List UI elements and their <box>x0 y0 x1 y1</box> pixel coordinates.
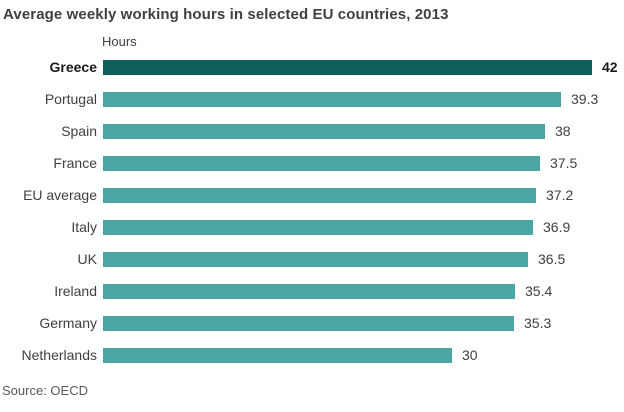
bar <box>103 123 545 139</box>
value-label: 38 <box>555 123 571 139</box>
chart-rows: Greece 42 Portugal 39.3 Spain 38 France … <box>0 51 624 371</box>
chart-title: Average weekly working hours in selected… <box>3 6 449 23</box>
chart-row: Italy 36.9 <box>0 211 624 243</box>
bar <box>103 347 452 363</box>
chart-row: France 37.5 <box>0 147 624 179</box>
chart-row: UK 36.5 <box>0 243 624 275</box>
category-label: Netherlands <box>21 347 98 363</box>
bar <box>103 155 540 171</box>
value-label: 39.3 <box>571 91 599 107</box>
bar <box>103 187 536 203</box>
category-label: Ireland <box>54 283 97 299</box>
value-label: 42 <box>602 59 618 75</box>
value-label: 37.2 <box>546 187 574 203</box>
value-label: 36.5 <box>538 251 566 267</box>
bar <box>103 315 514 331</box>
value-label: 37.5 <box>550 155 578 171</box>
axis-unit-label: Hours <box>102 34 137 49</box>
value-label: 35.4 <box>525 283 553 299</box>
category-label: Portugal <box>44 91 97 107</box>
category-label: UK <box>77 251 97 267</box>
bar <box>103 91 561 107</box>
chart-row: EU average 37.2 <box>0 179 624 211</box>
value-label: 35.3 <box>524 315 552 331</box>
category-label: Spain <box>61 123 97 139</box>
category-label: EU average <box>23 187 97 203</box>
category-label: France <box>53 155 97 171</box>
category-label: Germany <box>39 315 97 331</box>
category-label: Greece <box>49 59 97 75</box>
source-note: Source: OECD <box>2 383 88 398</box>
chart-row: Spain 38 <box>0 115 624 147</box>
category-label: Italy <box>71 219 97 235</box>
chart-row: Greece 42 <box>0 51 624 83</box>
chart-row: Ireland 35.4 <box>0 275 624 307</box>
chart-row: Netherlands 30 <box>0 339 624 371</box>
value-label: 36.9 <box>543 219 571 235</box>
bar <box>103 59 592 75</box>
chart-row: Germany 35.3 <box>0 307 624 339</box>
bar <box>103 219 533 235</box>
bar <box>103 251 528 267</box>
bar <box>103 283 515 299</box>
value-label: 30 <box>462 347 478 363</box>
chart-row: Portugal 39.3 <box>0 83 624 115</box>
